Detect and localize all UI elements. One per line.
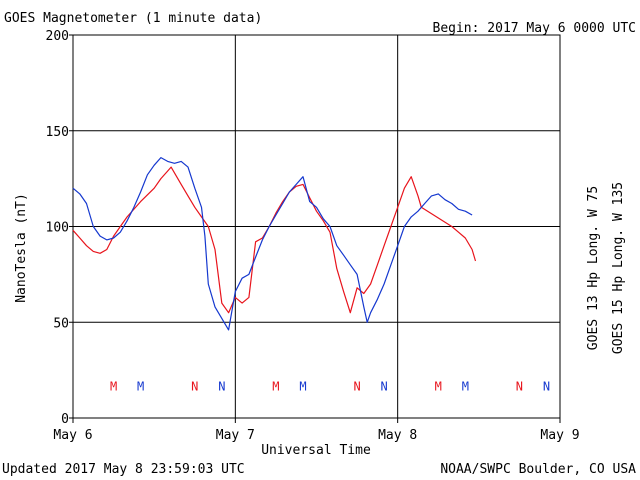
- noon-marker: N: [543, 379, 550, 393]
- midnight-marker: M: [110, 379, 117, 393]
- midnight-marker: M: [435, 379, 442, 393]
- midnight-marker: M: [272, 379, 279, 393]
- midnight-marker: M: [299, 379, 306, 393]
- y-tick-label: 200: [46, 29, 69, 44]
- series-lines: [72, 157, 477, 331]
- midnight-marker: M: [137, 379, 144, 393]
- noon-marker: N: [218, 379, 225, 393]
- noon-marker: N: [353, 379, 360, 393]
- y-tick-label: 150: [46, 125, 69, 140]
- noon-marker: N: [516, 379, 523, 393]
- x-axis-label: Universal Time: [261, 443, 371, 458]
- credit-label: NOAA/SWPC Boulder, CO USA: [440, 462, 636, 477]
- x-tick-label: May 8: [378, 428, 417, 443]
- grid-lines: [73, 35, 560, 418]
- series-goes15-line: [72, 157, 473, 331]
- x-tick-label: May 7: [216, 428, 255, 443]
- x-tick-label: May 9: [540, 428, 579, 443]
- midnight-marker: M: [462, 379, 469, 393]
- y-tick-label: 0: [61, 412, 69, 427]
- begin-label: Begin: 2017 May 6 0000 UTC: [433, 21, 637, 36]
- y-axis-label: NanoTesla (nT): [14, 193, 29, 303]
- noon-marker: N: [191, 379, 198, 393]
- noon-marker: N: [381, 379, 388, 393]
- y-axis-ticks: 0 50 100 150 200: [46, 29, 73, 427]
- y-tick-label: 100: [46, 221, 69, 236]
- y-tick-label: 50: [53, 316, 69, 331]
- legend-goes13: GOES 13 Hp Long. W 75: [586, 186, 601, 350]
- updated-label: Updated 2017 May 8 23:59:03 UTC: [2, 462, 245, 477]
- chart-title: GOES Magnetometer (1 minute data): [4, 11, 262, 26]
- legend-goes15: GOES 15 Hp Long. W 135: [611, 182, 626, 354]
- x-tick-label: May 6: [53, 428, 92, 443]
- x-axis-ticks: May 6 May 7 May 8 May 9: [53, 418, 580, 443]
